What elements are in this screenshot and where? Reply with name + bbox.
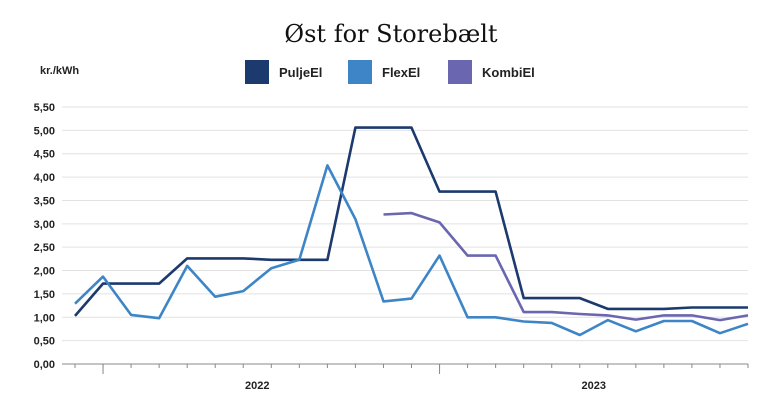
legend-item-flexel: FlexEl bbox=[348, 60, 420, 84]
y-tick-label: 0,00 bbox=[34, 359, 55, 371]
y-tick-label: 3,50 bbox=[34, 195, 55, 207]
y-tick-label: 1,50 bbox=[34, 289, 55, 301]
legend-label: PuljeEl bbox=[279, 64, 323, 80]
legend-swatch bbox=[245, 60, 269, 84]
y-tick-label: 4,00 bbox=[34, 172, 55, 184]
legend-label: KombiEl bbox=[482, 64, 535, 80]
legend-swatch bbox=[448, 60, 472, 84]
x-group-label: 2023 bbox=[582, 380, 606, 392]
y-tick-label: 2,50 bbox=[34, 242, 55, 254]
y-tick-label: 5,50 bbox=[34, 102, 55, 114]
legend-label: FlexEl bbox=[382, 64, 421, 80]
legend-item-pujeel: PuljeEl bbox=[245, 60, 322, 84]
y-axis-unit-label: kr./kWh bbox=[40, 65, 80, 77]
legend-item-kombiel: KombiEl bbox=[448, 60, 535, 84]
legend-swatch bbox=[348, 60, 372, 84]
y-tick-label: 5,00 bbox=[34, 125, 55, 137]
y-tick-label: 2,00 bbox=[34, 266, 55, 278]
y-tick-label: 4,50 bbox=[34, 149, 55, 161]
y-tick-label: 1,00 bbox=[34, 312, 55, 324]
y-tick-label: 3,00 bbox=[34, 219, 55, 231]
chart-title: Øst for Storebælt bbox=[284, 20, 498, 48]
series-line-flexel bbox=[74, 164, 749, 337]
series-line-kombiel bbox=[383, 211, 749, 322]
legend: PuljeEl FlexEl KombiEl bbox=[0, 60, 782, 86]
y-tick-label: 0,50 bbox=[34, 336, 55, 348]
series-line-puljeel bbox=[74, 126, 748, 317]
x-group-label: 2022 bbox=[245, 380, 269, 392]
